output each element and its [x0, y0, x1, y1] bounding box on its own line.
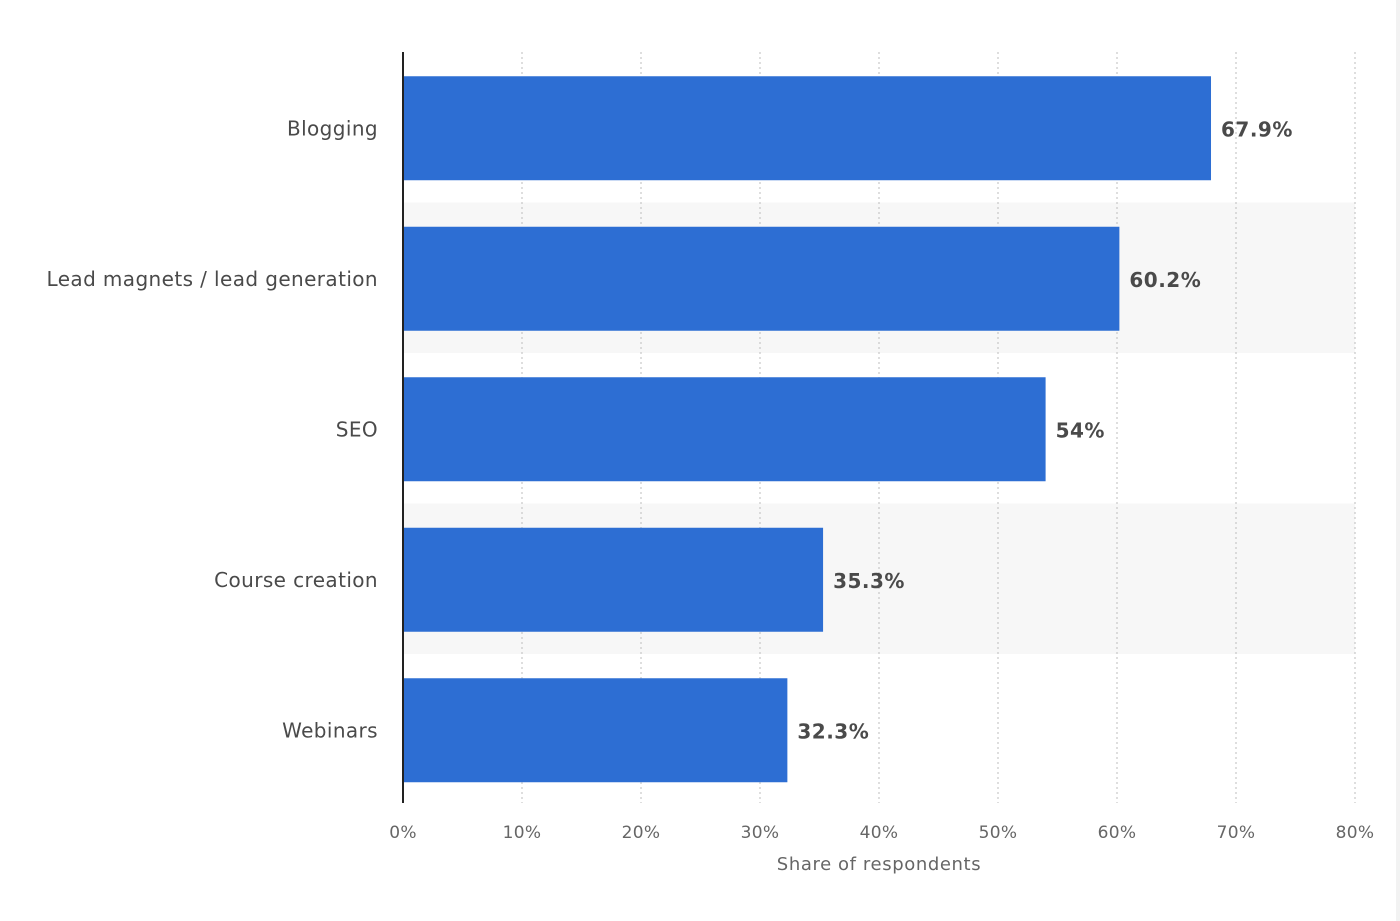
x-tick-label: 30% [741, 823, 780, 843]
x-tick-label: 20% [622, 823, 661, 843]
x-tick-label: 0% [389, 823, 417, 843]
value-labels: 67.9% 60.2% 54% 35.3% 32.3% [797, 117, 1293, 743]
x-tick-label: 70% [1217, 823, 1256, 843]
x-tick-label: 40% [860, 823, 899, 843]
value-label: 54% [1056, 418, 1105, 442]
bar[interactable] [403, 76, 1212, 181]
x-tick-label: 80% [1336, 823, 1375, 843]
value-label: 35.3% [833, 569, 905, 593]
value-label: 67.9% [1221, 117, 1293, 141]
bar[interactable] [403, 377, 1046, 482]
bars [403, 76, 1212, 783]
category-label: Blogging [287, 116, 378, 140]
x-tick-label: 60% [1098, 823, 1137, 843]
bar[interactable] [403, 527, 824, 632]
category-labels: Blogging Lead magnets / lead generation SE… [47, 116, 378, 742]
x-tick-labels: 0% 10% 20% 30% 40% 50% 60% 70% 80% [389, 823, 1374, 843]
value-label: 32.3% [797, 719, 869, 743]
x-tick-label: 50% [979, 823, 1018, 843]
category-label: SEO [336, 417, 378, 441]
page-edge [1396, 0, 1400, 921]
category-label: Webinars [282, 718, 378, 742]
bar[interactable] [403, 226, 1120, 331]
x-tick-label: 10% [503, 823, 542, 843]
category-label: Lead magnets / lead generation [47, 267, 378, 291]
x-axis-title: Share of respondents [777, 854, 981, 875]
value-label: 60.2% [1129, 268, 1201, 292]
category-label: Course creation [214, 568, 378, 592]
bar[interactable] [403, 678, 788, 783]
